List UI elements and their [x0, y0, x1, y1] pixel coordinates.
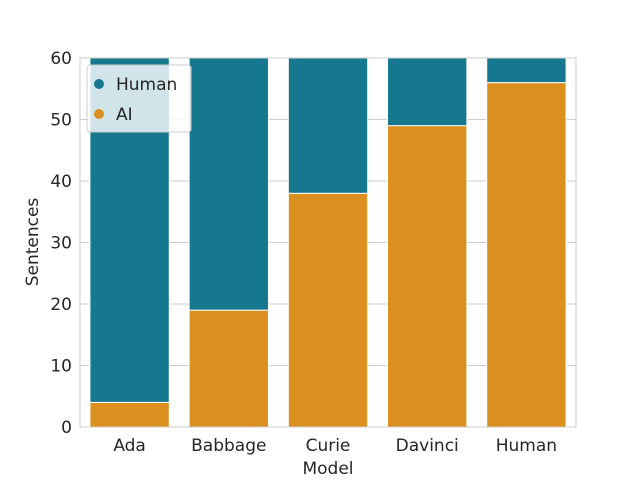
y-tick-label: 20: [50, 295, 72, 315]
bar-ai-ada: [89, 401, 170, 428]
x-tick-label: Curie: [306, 436, 351, 456]
bar-human-human: [486, 57, 567, 84]
bar-human-davinci: [387, 57, 468, 127]
x-tick-label: Human: [496, 436, 557, 456]
y-tick-label: 60: [50, 49, 72, 69]
bar-human-curie: [287, 57, 369, 194]
y-tick-label: 30: [50, 234, 72, 254]
y-tick-label: 10: [50, 357, 72, 377]
bar-ai-davinci: [387, 125, 468, 428]
x-tick-label: Davinci: [396, 436, 459, 456]
y-axis-label: Sentences: [23, 198, 43, 287]
x-tick-label: Ada: [113, 436, 146, 456]
x-tick-label: Babbage: [191, 436, 266, 456]
legend-label-ai: AI: [116, 105, 133, 125]
legend-marker-ai: [94, 109, 104, 119]
legend-label-human: Human: [116, 75, 177, 95]
bar-ai-curie: [287, 192, 369, 428]
legend: Human AI: [86, 64, 192, 133]
y-tick-label: 40: [50, 172, 72, 192]
legend-box: [86, 64, 192, 133]
legend-marker-human: [94, 79, 104, 89]
bar-ai-human: [486, 82, 567, 428]
y-tick-label: 0: [61, 418, 72, 438]
y-tick-labels: 0 10 20 30 40 50 60: [50, 49, 72, 438]
x-tick-labels: Ada Babbage Curie Davinci Human: [113, 436, 557, 456]
bar-ai-babbage: [188, 309, 269, 428]
bar-human-babbage: [188, 57, 269, 311]
y-tick-label: 50: [50, 111, 72, 131]
x-axis-label: Model: [302, 459, 353, 479]
plot-frame: [79, 57, 577, 428]
